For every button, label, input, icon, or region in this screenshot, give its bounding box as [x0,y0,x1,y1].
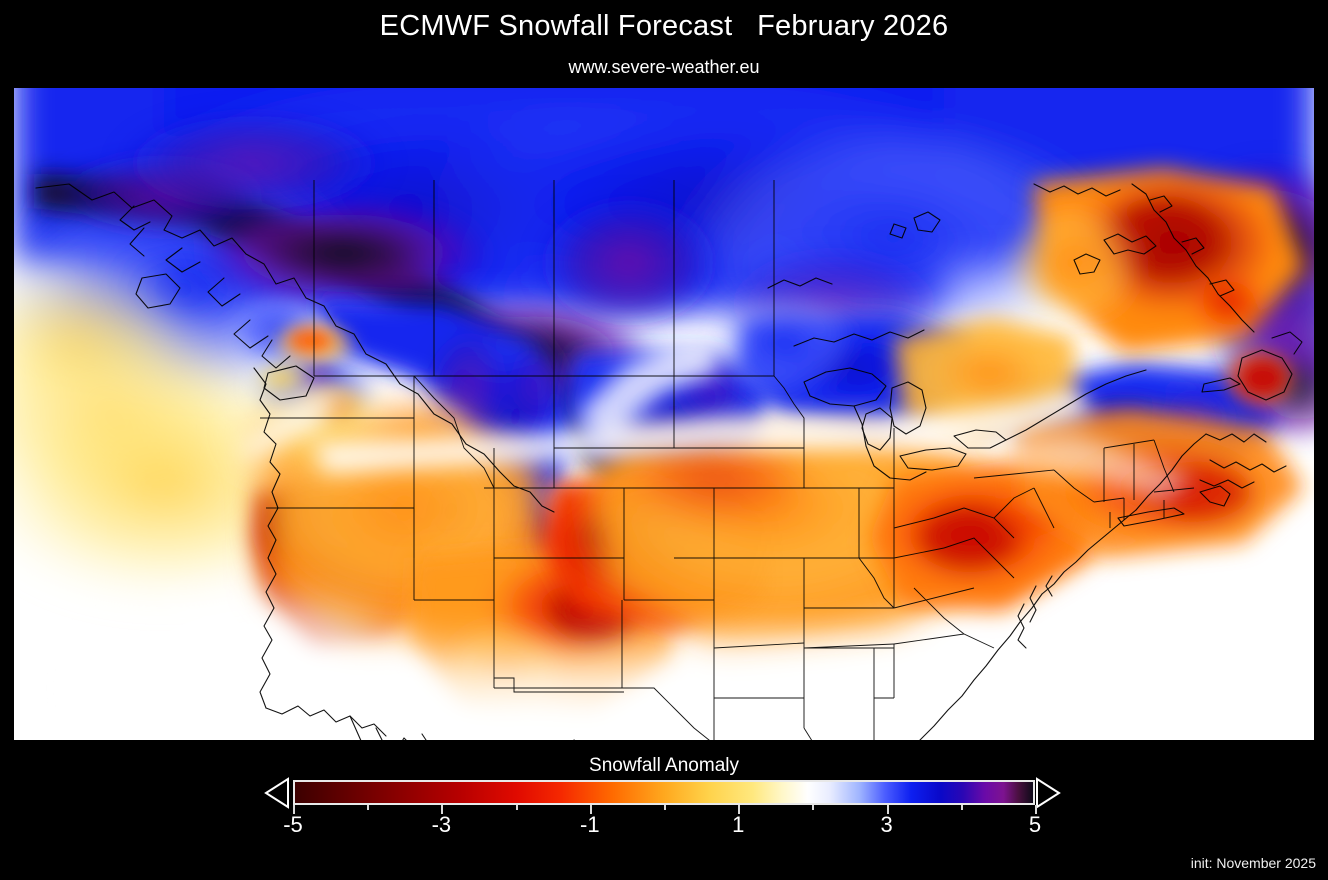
triangle-left-icon [264,777,290,809]
colorbar-tick [515,805,518,810]
colorbar-tick-label: 1 [732,812,745,837]
colorbar-tick-label: -1 [580,812,600,837]
colorbar-tick-label: -5 [283,812,303,837]
page-subtitle: www.severe-weather.eu [568,57,760,77]
snowfall-anomaly-heatmap [14,88,1314,740]
colorbar-tick [293,805,295,814]
colorbar-tick [589,805,592,814]
colorbar-gradient-bar [293,780,1035,805]
colorbar-tick [441,805,444,814]
colorbar-tick [367,805,370,810]
colorbar-tick-labels: -5 -3 -1 1 3 5 [283,812,1041,838]
colorbar-tick [664,805,666,810]
colorbar[interactable]: -5 -3 -1 1 3 5 [264,772,1061,837]
colorbar-tick-label: -3 [431,812,452,837]
colorbar-gradient [295,782,1033,803]
colorbar-tick [1035,805,1037,814]
colorbar-tick [812,805,815,810]
colorbar-tick [886,805,889,814]
map-panel[interactable] [14,88,1314,740]
page-title: ECMWF Snowfall Forecast February 2026 [379,10,949,42]
colorbar-tick-label: 3 [880,812,893,837]
colorbar-tick [960,805,963,810]
colorbar-tick-label: 5 [1028,812,1042,837]
init-label: init: November 2025 [1190,855,1316,871]
colorbar-ticks [293,805,1037,814]
colorbar-tick [738,805,741,814]
triangle-right-icon [1035,777,1061,809]
colorbar-title: Snowfall Anomaly [589,755,739,776]
